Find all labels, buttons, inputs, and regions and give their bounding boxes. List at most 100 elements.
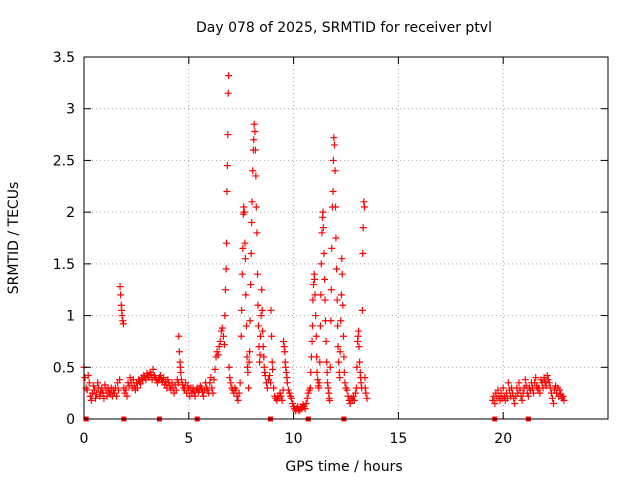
data-point [353,363,361,371]
data-point [242,291,250,299]
data-point [504,379,512,387]
data-point [337,317,345,325]
data-point [175,348,183,356]
data-point [213,348,221,356]
data-point [326,363,334,371]
data-point [327,286,335,294]
data-point [164,376,172,384]
y-tick-label: 0 [66,412,75,428]
data-point [258,286,266,294]
data-point [359,224,367,232]
x-tick-label: 0 [80,431,89,447]
data-point [319,224,327,232]
data-point [210,376,218,384]
data-point [357,379,365,387]
data-point [309,296,317,304]
data-point [502,389,510,397]
data-point [545,379,553,387]
data-point [123,392,131,400]
data-point [267,306,275,314]
data-point [556,386,564,394]
data-point [236,379,244,387]
data-point [211,365,219,373]
data-point [225,72,233,80]
data-point [361,384,369,392]
data-point [324,379,332,387]
data-point [221,312,229,320]
data-point [334,343,342,351]
data-point [289,399,297,407]
data-point [270,384,278,392]
data-point [355,343,363,351]
data-point [119,320,127,328]
data-point [560,396,568,404]
data-point [254,301,262,309]
data-point [320,250,328,258]
data-point [115,386,123,394]
data-point [222,265,230,273]
data-point [208,384,216,392]
data-point [302,399,310,407]
data-points [80,72,568,415]
data-point [112,392,120,400]
data-point [261,368,269,376]
data-point [303,394,311,402]
data-point [83,386,91,394]
data-point [87,396,95,404]
data-point [92,394,100,402]
data-point [538,379,546,387]
data-point [326,396,334,404]
data-point [133,384,141,392]
data-point [317,260,325,268]
y-tick-label: 2.5 [53,153,75,169]
data-point [282,363,290,371]
data-point [494,386,502,394]
data-point [259,343,267,351]
data-point [254,322,262,330]
data-point [521,376,529,384]
data-point [217,327,225,335]
data-point [308,337,316,345]
data-point [245,358,253,366]
data-point [524,392,532,400]
data-point [339,332,347,340]
data-point [284,386,292,394]
data-point [328,244,336,252]
data-point [256,332,264,340]
data-point [359,250,367,258]
data-point [119,317,127,325]
data-point [215,343,223,351]
data-point [518,396,526,404]
data-point [544,376,552,384]
data-point [335,358,343,366]
data-point [243,353,251,361]
data-point [323,358,331,366]
data-point [288,394,296,402]
data-point [332,234,340,242]
data-point [247,250,255,258]
data-point [360,203,368,211]
data-point [90,386,98,394]
data-point [269,365,277,373]
data-point [96,392,104,400]
data-point [278,396,286,404]
data-point [252,203,260,211]
data-point [219,332,227,340]
data-point [224,89,232,97]
data-point [329,187,337,195]
data-point [307,368,315,376]
axis-ticks: 0 0.5 1 1.5 2 2.5 3 3.5 0 5 10 15 20 [53,50,608,447]
data-point [223,239,231,247]
data-point [340,368,348,376]
data-point [351,389,359,397]
data-point [523,389,531,397]
data-point [265,372,273,380]
data-point [280,343,288,351]
data-point [516,386,524,394]
data-point [336,348,344,356]
data-point [329,156,337,164]
data-point [354,337,362,345]
data-point [332,203,340,211]
data-point [263,384,271,392]
